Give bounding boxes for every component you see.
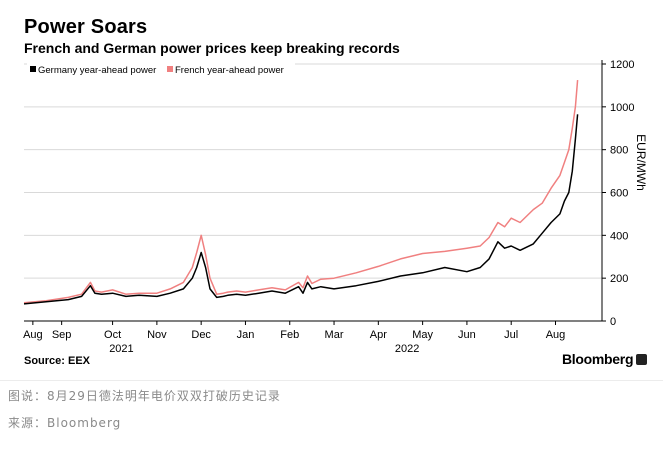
bloomberg-logo: Bloomberg: [562, 351, 648, 367]
x-tick-label: Oct: [104, 329, 121, 341]
france-series-line: [23, 80, 579, 304]
y-axis-label: EUR/MWh: [634, 134, 648, 191]
chart-card: Power Soars French and German power pric…: [23, 16, 648, 367]
legend-label: French year-ahead power: [175, 65, 284, 76]
series-group: [23, 80, 579, 305]
image-caption: 图说：8月29日德法明年电价双双打破历史记录: [8, 389, 281, 403]
y-tick-label: 1200: [610, 59, 634, 71]
legend-box: [27, 62, 295, 78]
germany-series-line: [23, 114, 579, 305]
x-tick-label: Jun: [458, 329, 476, 341]
x-year-label: 2021: [109, 343, 133, 355]
y-tick-label: 600: [610, 188, 628, 200]
y-tick-label: 1000: [610, 102, 634, 114]
y-tick-label: 800: [610, 145, 628, 157]
legend-label: Germany year-ahead power: [38, 65, 156, 76]
x-tick-label: Sep: [52, 329, 72, 341]
bloomberg-mark-icon: [636, 354, 648, 365]
y-tick-label: 0: [610, 316, 616, 328]
x-tick-label: Aug: [546, 329, 566, 341]
x-tick-label: Nov: [147, 329, 167, 341]
x-tick-label: Aug: [23, 329, 43, 341]
legend: Germany year-ahead power French year-ahea…: [27, 62, 295, 78]
brand-label: Bloomberg: [562, 351, 634, 367]
x-year-label: 2022: [395, 343, 419, 355]
x-tick-label: Jul: [504, 329, 518, 341]
legend-swatch-germany: [30, 66, 36, 72]
y-tick-label: 200: [610, 273, 628, 285]
x-tick-label: Feb: [280, 329, 299, 341]
x-tick-label: Apr: [370, 329, 387, 341]
x-tick-label: May: [412, 329, 433, 341]
image-credit: 来源：Bloomberg: [8, 416, 122, 430]
x-tick-label: Jan: [237, 329, 255, 341]
gridlines: [24, 63, 602, 279]
chart-subtitle: French and German power prices keep brea…: [24, 40, 400, 56]
legend-swatch-france: [167, 66, 173, 72]
x-tick-label: Mar: [325, 329, 344, 341]
line-chart: Germany year-ahead power French year-ahea…: [23, 59, 648, 355]
x-tick-label: Dec: [191, 329, 211, 341]
source-note: Source: EEX: [24, 355, 91, 367]
axes: 0 200 400 600 800 1000 1200 EUR/MWh Aug Sep Oct Nov…: [23, 59, 648, 355]
y-tick-label: 400: [610, 230, 628, 242]
chart-title: Power Soars: [24, 16, 148, 38]
